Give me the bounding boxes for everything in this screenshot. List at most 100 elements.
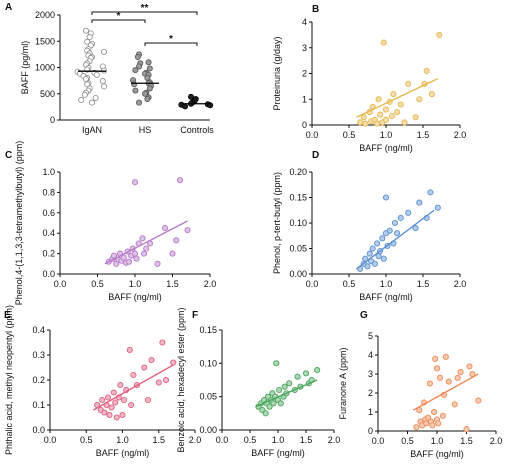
data-point	[120, 254, 127, 261]
data-point	[382, 116, 390, 123]
y-tick-label: 1	[302, 94, 307, 104]
data-point	[427, 189, 434, 196]
data-point	[412, 114, 419, 121]
data-point	[141, 364, 148, 371]
x-tick-label: 0.5	[343, 279, 356, 289]
y-tick-label: 2000	[35, 10, 55, 20]
data-point	[281, 383, 288, 390]
data-point	[377, 111, 384, 118]
data-point	[181, 103, 188, 110]
data-point	[428, 91, 435, 98]
data-point	[451, 401, 458, 408]
data-point	[294, 373, 301, 380]
x-tick-label: 0.5	[91, 279, 104, 289]
regression-line	[104, 220, 188, 265]
data-point	[126, 346, 133, 354]
x-axis-label: BAFF (ng/ml)	[359, 143, 413, 153]
data-point	[101, 83, 108, 90]
data-point	[413, 424, 420, 431]
y-tick-label: 2	[368, 388, 373, 398]
data-point	[131, 250, 139, 257]
data-point	[131, 179, 139, 186]
x-category-label: IgAN	[82, 125, 102, 135]
data-point	[169, 250, 176, 257]
data-point	[466, 363, 473, 370]
x-tick-label: 0.0	[372, 436, 385, 446]
data-point	[143, 245, 150, 252]
y-tick-label: 0.20	[289, 167, 307, 177]
x-tick-label: 1.0	[272, 435, 285, 445]
data-point	[397, 214, 404, 221]
data-point	[154, 260, 161, 267]
data-point	[173, 237, 180, 244]
data-point	[457, 369, 464, 376]
y-tick-label: 0	[50, 115, 55, 125]
data-point	[394, 109, 401, 116]
data-point	[382, 106, 390, 113]
data-point	[463, 426, 470, 433]
x-tick-label: 1.5	[417, 279, 430, 289]
regression-line	[255, 379, 318, 408]
panel-g: G 0 1 2 3 4 5 0.0 0.5 1.0 1.5 2.0 BAFF (ng/ml) Furano…	[338, 310, 502, 459]
data-point	[128, 401, 135, 409]
y-tick-label: 0.00	[199, 425, 217, 435]
data-point	[416, 199, 423, 206]
data-point	[439, 412, 446, 419]
y-tick-label: 0.0	[32, 425, 45, 435]
regression-line	[93, 364, 174, 411]
data-point	[362, 255, 369, 262]
regression-line	[356, 78, 439, 118]
data-point	[146, 85, 153, 92]
data-point	[379, 235, 386, 242]
data-point	[120, 396, 127, 404]
y-tick-label: 5	[368, 331, 373, 341]
data-point	[475, 397, 482, 404]
y-tick-label: 0.6	[42, 208, 55, 218]
data-point	[374, 120, 381, 127]
y-tick-label: 0.4	[42, 228, 55, 238]
data-point	[141, 90, 148, 97]
regression-line	[413, 373, 479, 411]
y-axis-label: Phthalic acid, methyl neopentyl (ppm)	[4, 305, 14, 455]
data-point	[366, 250, 373, 257]
data-point	[412, 225, 419, 232]
significance-bracket	[144, 42, 198, 46]
panel-f: F 0.00 0.05 0.10 0.15 0.0 0.5 1.0 1.5 2.0 BAFF (ng…	[176, 307, 340, 458]
x-tick-label: 0.0	[306, 130, 319, 140]
x-category-label: HS	[139, 125, 152, 135]
data-point	[101, 48, 108, 55]
data-point	[286, 380, 293, 387]
data-point	[423, 67, 430, 74]
data-point	[401, 119, 408, 126]
data-point	[134, 54, 141, 61]
y-tick-label: 0.10	[199, 358, 217, 368]
y-axis-label: Proteinuria (g/day)	[272, 36, 282, 110]
x-axis-label: BAFF (ng/ml)	[359, 292, 413, 302]
data-point	[390, 91, 397, 98]
data-point	[89, 99, 96, 106]
data-point	[262, 410, 269, 417]
data-point	[117, 381, 124, 389]
panel-c: C 0.0 0.2 0.4 0.6 0.8 1.0 0.0 0.5 1.0 1.5 2.0 BAFF (…	[5, 141, 216, 306]
x-tick-label: 1.5	[417, 130, 430, 140]
data-point	[360, 114, 367, 121]
data-point	[131, 81, 138, 88]
panel-e: E 0.0 0.1 0.2 0.3 0.4 0.0 0.5 1.0 1.5 2.0 BAFF (ng/…	[4, 305, 201, 458]
data-point	[369, 245, 376, 252]
x-axis-label: BAFF (ng/ml)	[96, 448, 150, 458]
data-point	[386, 227, 393, 234]
x-tick-label: 0.5	[401, 436, 414, 446]
y-axis-label: Benzoic acid, hexadecyl ester (ppm)	[176, 307, 186, 452]
x-tick-label: 0.5	[343, 130, 356, 140]
data-point	[397, 101, 404, 108]
x-tick-label: 1.0	[129, 279, 142, 289]
x-tick-label: 1.5	[166, 279, 179, 289]
data-point	[454, 374, 461, 381]
data-point	[101, 409, 108, 416]
y-tick-label: 1	[368, 407, 373, 417]
data-point	[145, 59, 152, 66]
data-point	[144, 96, 151, 103]
x-tick-label: 0.0	[44, 435, 57, 445]
x-tick-label: 0.5	[80, 435, 93, 445]
data-point	[130, 371, 137, 379]
